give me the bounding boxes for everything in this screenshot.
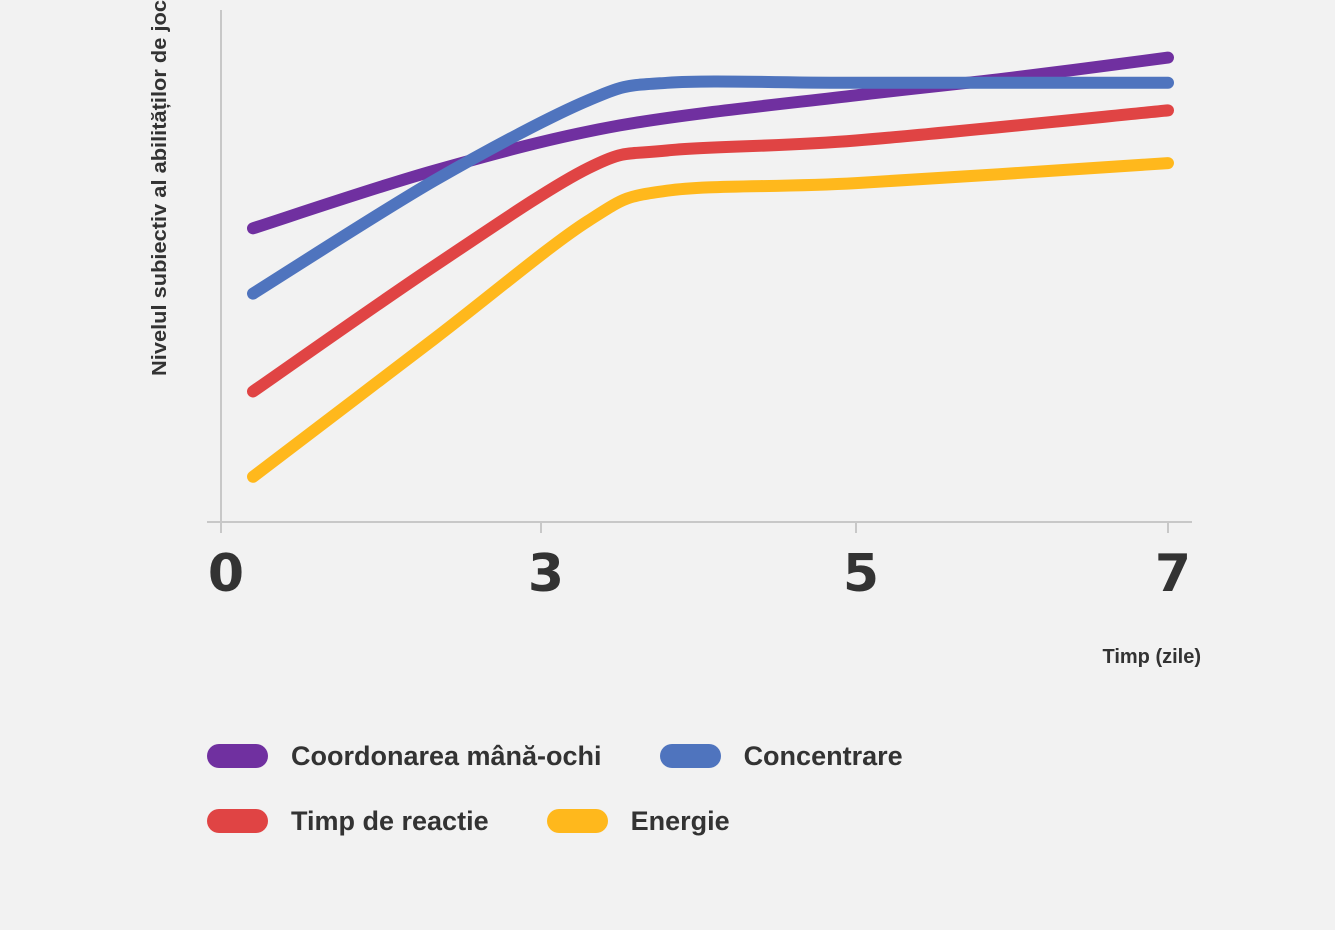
x-tick-marks <box>220 522 1169 533</box>
legend-label-energie: Energie <box>630 805 730 836</box>
x-axis-title: Timp (zile) <box>1102 646 1201 668</box>
y-axis-title: Nivelul subiectiv al abilităților de joc <box>149 0 171 376</box>
legend-label-coordonare: Coordonarea mână-ochi <box>291 740 602 771</box>
x-tick-label: 3 <box>528 544 564 604</box>
legend-label-concentrare: Concentrare <box>743 740 903 771</box>
series-line-1 <box>247 75 1174 300</box>
series-line-3 <box>247 157 1174 483</box>
legend-swatch-timp-reactie <box>207 809 268 833</box>
legend-swatch-coordonare <box>207 744 268 768</box>
series-line-2 <box>247 104 1174 398</box>
x-tick-label: 5 <box>843 544 879 604</box>
legend-swatch-concentrare <box>659 744 721 768</box>
legend-item-concentrare: Concentrare <box>659 740 903 772</box>
legend-row: Timp de reactie Energie <box>207 803 1107 839</box>
x-tick-label: 0 <box>208 544 244 604</box>
legend-label-timp-reactie: Timp de reactie <box>291 805 489 836</box>
legend-swatch-energie <box>546 809 608 833</box>
legend-row: Coordonarea mână-ochi Concentrare <box>207 738 1107 774</box>
legend-item-timp-reactie: Timp de reactie <box>207 806 489 837</box>
x-tick-labels: 0 3 5 7 <box>208 544 1191 604</box>
legend: Coordonarea mână-ochi Concentrare Timp d… <box>207 738 1107 868</box>
x-tick-label: 7 <box>1155 544 1191 604</box>
legend-item-coordonare: Coordonarea mână-ochi <box>207 741 602 772</box>
legend-item-energie: Energie <box>546 805 730 837</box>
series-line-0 <box>247 51 1174 235</box>
series-lines <box>247 51 1174 483</box>
